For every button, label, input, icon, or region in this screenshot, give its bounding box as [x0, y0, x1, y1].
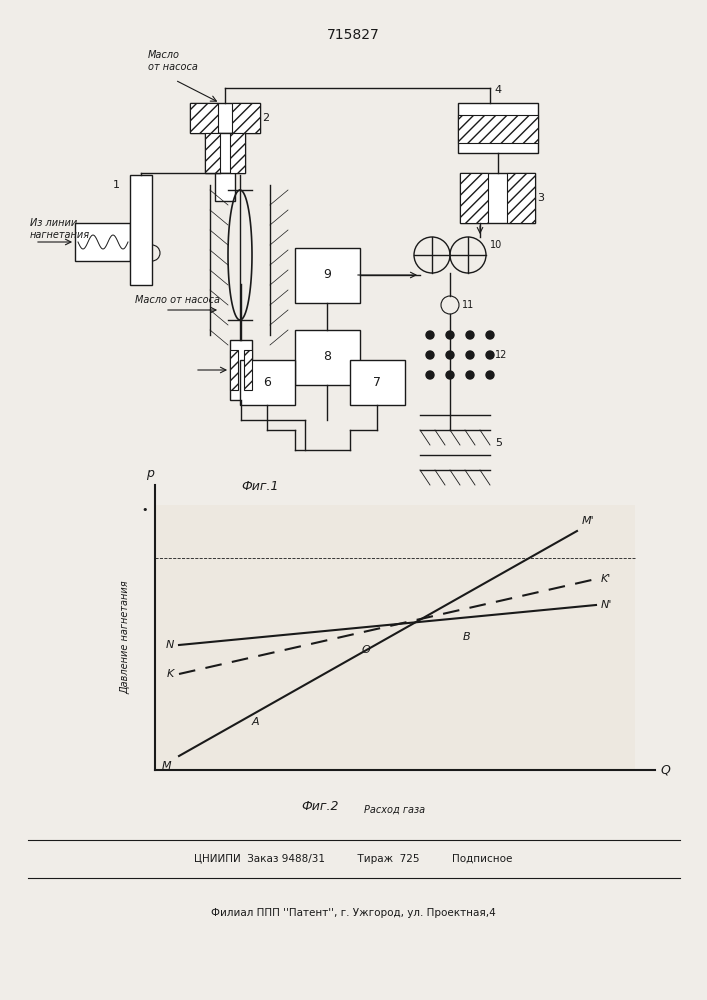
Text: O: O	[361, 645, 370, 655]
Bar	[460, 173, 488, 223]
Bar	[130, 175, 152, 285]
Bar	[458, 115, 538, 143]
Text: 1: 1	[113, 180, 120, 190]
Circle shape	[426, 331, 434, 339]
Bar	[295, 248, 360, 303]
Text: Филиал ППП ''Патент'', г. Ужгород, ул. Проектная,4: Филиал ППП ''Патент'', г. Ужгород, ул. П…	[211, 908, 496, 918]
Bar	[458, 103, 538, 153]
Text: p: p	[146, 467, 154, 480]
Bar	[155, 505, 635, 770]
Bar	[230, 350, 238, 390]
Circle shape	[486, 331, 494, 339]
Circle shape	[426, 371, 434, 379]
Bar	[507, 173, 535, 223]
Bar	[240, 360, 295, 405]
Bar	[244, 350, 252, 390]
Circle shape	[486, 371, 494, 379]
Bar	[205, 133, 245, 173]
Text: M': M'	[582, 516, 595, 526]
Circle shape	[426, 351, 434, 359]
Bar	[190, 103, 218, 133]
Circle shape	[486, 351, 494, 359]
Bar	[230, 340, 252, 400]
Text: 6: 6	[263, 375, 271, 388]
Bar	[230, 133, 245, 173]
Text: •: •	[141, 505, 148, 515]
Circle shape	[446, 371, 454, 379]
Text: Фиг.1: Фиг.1	[241, 480, 279, 493]
Bar	[232, 103, 260, 133]
Text: N: N	[165, 640, 174, 650]
Text: Давление нагнетания: Давление нагнетания	[120, 580, 130, 694]
Text: 8: 8	[323, 351, 331, 363]
Text: N': N'	[601, 600, 612, 610]
Text: K': K'	[601, 574, 612, 584]
Bar	[205, 133, 220, 173]
Circle shape	[466, 331, 474, 339]
Text: 4: 4	[494, 85, 501, 95]
Text: 12: 12	[495, 350, 508, 360]
Text: B: B	[463, 632, 471, 642]
Text: 2: 2	[262, 113, 269, 123]
Text: 10: 10	[490, 240, 502, 250]
Circle shape	[466, 371, 474, 379]
Text: M: M	[161, 761, 171, 771]
Text: 3: 3	[537, 193, 544, 203]
Circle shape	[466, 351, 474, 359]
Text: 11: 11	[462, 300, 474, 310]
Text: Расход газа: Расход газа	[364, 805, 426, 815]
Bar	[75, 223, 130, 261]
Text: ЦНИИПИ  Заказ 9488/31          Тираж  725          Подписное: ЦНИИПИ Заказ 9488/31 Тираж 725 Подписное	[194, 854, 512, 864]
Text: Масло
от насоса: Масло от насоса	[148, 50, 198, 72]
Text: Q: Q	[660, 764, 670, 776]
Circle shape	[446, 331, 454, 339]
Bar	[460, 173, 535, 223]
Text: A: A	[251, 717, 259, 727]
Bar	[215, 173, 235, 201]
Text: K: K	[167, 669, 174, 679]
Text: 5: 5	[495, 438, 502, 448]
Bar	[350, 360, 405, 405]
Text: 715827: 715827	[327, 28, 380, 42]
Text: Фиг.2: Фиг.2	[301, 800, 339, 813]
Bar	[190, 103, 260, 133]
Circle shape	[446, 351, 454, 359]
Text: Из линии
нагнетания: Из линии нагнетания	[30, 218, 90, 240]
Text: 9: 9	[323, 268, 331, 282]
Text: Масло от насоса: Масло от насоса	[135, 295, 220, 305]
Text: 7: 7	[373, 375, 381, 388]
Bar	[295, 330, 360, 385]
